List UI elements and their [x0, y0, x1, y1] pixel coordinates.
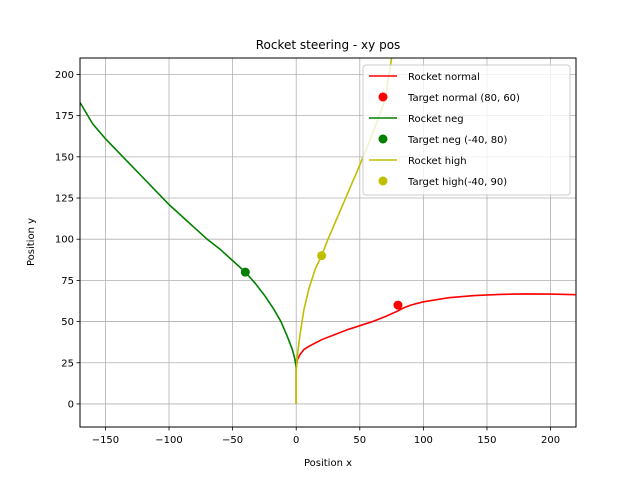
legend-point-swatch [378, 134, 388, 144]
y-tick-label: 125 [55, 194, 74, 205]
x-tick-label: 200 [541, 435, 560, 446]
y-tick-label: 50 [61, 317, 74, 328]
legend-entry-label: Rocket normal [408, 72, 480, 83]
y-tick-label: 200 [55, 70, 74, 81]
legend-entry-label: Target normal (80, 60) [407, 93, 520, 104]
x-tick-label: −150 [92, 435, 119, 446]
chart-title: Rocket steering - xy pos [256, 38, 401, 52]
x-tick-label: −50 [222, 435, 243, 446]
x-tick-label: 100 [414, 435, 433, 446]
legend-entry-label: Target high(-40, 90) [407, 177, 507, 188]
series-point-target-normal-80-60 [393, 300, 403, 310]
legend: Rocket normal Target normal (80, 60) Rocke… [362, 64, 571, 196]
legend-box [362, 64, 571, 196]
y-tick-label: 75 [61, 276, 74, 287]
x-tick-label: 0 [293, 435, 299, 446]
legend-entry-label: Target neg (-40, 80) [407, 135, 507, 146]
series-line-rocket-normal [295, 293, 576, 404]
legend-point-swatch [378, 176, 388, 186]
plot-frame [79, 57, 577, 428]
y-tick-label: 0 [68, 399, 74, 410]
ticks: −150 −100 −50 0 50 100 150 200 0 25 50 75 100 125 150 1… [55, 70, 560, 446]
y-tick-label: 150 [55, 152, 74, 163]
legend-point-swatch [378, 92, 388, 102]
legend-entry-label: Rocket neg [408, 114, 464, 125]
x-tick-label: 50 [353, 435, 366, 446]
series-line-rocket-neg [80, 102, 298, 404]
series-point-target-high-40-90 [317, 251, 327, 261]
legend-entry-label: Rocket high [408, 156, 467, 167]
x-tick-label: −100 [155, 435, 182, 446]
y-axis-label: Position y [26, 218, 37, 266]
y-tick-label: 100 [55, 235, 74, 246]
x-tick-label: 150 [477, 435, 496, 446]
y-tick-label: 175 [55, 111, 74, 122]
y-tick-label: 25 [61, 358, 74, 369]
series-point-target-neg-40-80 [240, 267, 250, 277]
x-axis-label: Position x [304, 458, 352, 469]
